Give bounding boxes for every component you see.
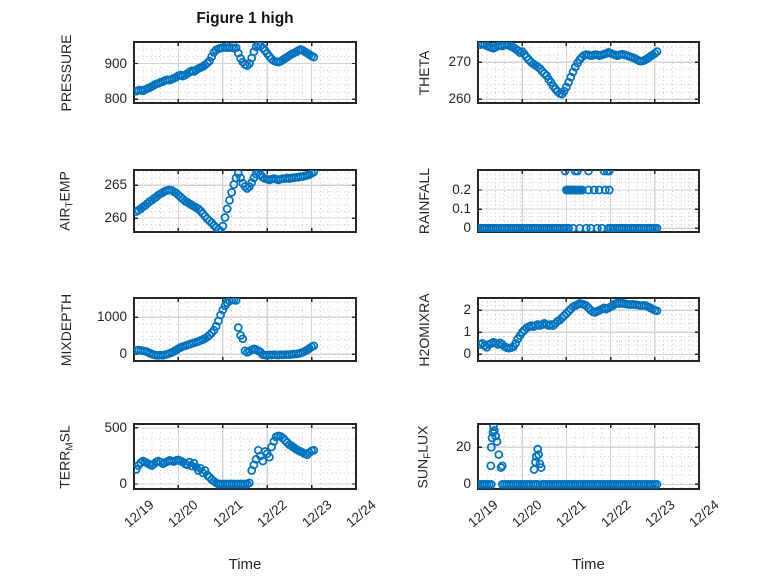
data-markers-pressure bbox=[134, 42, 319, 96]
y-axis-label-part: AIR bbox=[56, 207, 73, 231]
figure-title: Figure 1 high bbox=[196, 10, 294, 27]
y-tick-label-h2omixra: 0 bbox=[463, 346, 471, 362]
y-tick-label-theta: 270 bbox=[448, 54, 471, 70]
y-axis-label-part: EMP bbox=[56, 171, 73, 202]
y-tick-label-h2omixra: 2 bbox=[463, 302, 471, 318]
x-axis-label-right: Time bbox=[572, 556, 605, 573]
plot-box-theta bbox=[477, 41, 700, 104]
subplot-sun_flux bbox=[477, 423, 700, 490]
subplot-theta bbox=[477, 41, 700, 104]
y-axis-label-part: MIXDEPTH bbox=[58, 293, 74, 366]
data-markers-mixdepth bbox=[134, 298, 319, 360]
y-axis-label-terr_msl: TERRMSL bbox=[57, 425, 76, 489]
y-tick-label-terr_msl: 500 bbox=[104, 419, 127, 435]
y-tick-label-mixdepth: 1000 bbox=[96, 309, 127, 325]
y-axis-label-part: T bbox=[64, 201, 76, 208]
y-axis-label-part: PRESSURE bbox=[58, 33, 74, 112]
x-axis-label-left: Time bbox=[228, 556, 262, 573]
plot-box-pressure bbox=[133, 41, 357, 104]
y-tick-label-theta: 260 bbox=[448, 91, 471, 107]
subplot-air_temp bbox=[133, 169, 357, 233]
subplot-rainfall bbox=[477, 169, 700, 233]
y-axis-label-pressure: PRESSURE bbox=[58, 34, 74, 111]
data-markers-rainfall bbox=[478, 170, 662, 232]
y-tick-label-terr_msl: 0 bbox=[119, 475, 127, 491]
y-axis-label-mixdepth: MIXDEPTH bbox=[58, 293, 74, 365]
subplot-mixdepth bbox=[133, 297, 357, 362]
y-tick-label-h2omixra: 1 bbox=[463, 324, 471, 340]
plot-box-h2omixra bbox=[477, 297, 700, 362]
y-tick-label-sun_flux: 20 bbox=[455, 439, 471, 455]
subplot-terr_msl bbox=[133, 423, 357, 490]
y-axis-label-part: TERR bbox=[56, 450, 73, 489]
y-axis-label-air_temp: AIRTEMP bbox=[57, 171, 76, 231]
plot-box-terr_msl bbox=[133, 423, 357, 490]
data-markers-terr_msl bbox=[134, 431, 319, 489]
plot-box-air_temp bbox=[133, 169, 357, 233]
y-axis-label-part: M bbox=[64, 441, 76, 451]
plot-box-mixdepth bbox=[133, 297, 357, 362]
y-tick-label-rainfall: 0 bbox=[463, 220, 471, 236]
y-tick-label-air_temp: 265 bbox=[104, 177, 127, 193]
plot-box-rainfall bbox=[477, 169, 700, 233]
data-markers-h2omixra bbox=[478, 298, 662, 353]
y-tick-label-pressure: 900 bbox=[104, 55, 127, 71]
data-markers-sun_flux bbox=[478, 424, 662, 489]
y-axis-label-part: SL bbox=[56, 424, 73, 442]
subplot-h2omixra bbox=[477, 297, 700, 362]
subplot-pressure bbox=[133, 41, 357, 104]
data-markers-air_temp bbox=[134, 170, 319, 232]
y-tick-label-rainfall: 0.1 bbox=[452, 201, 471, 217]
y-tick-label-rainfall: 0.2 bbox=[452, 182, 471, 198]
y-tick-label-sun_flux: 0 bbox=[463, 476, 471, 492]
y-tick-label-pressure: 800 bbox=[104, 91, 127, 107]
y-tick-label-mixdepth: 0 bbox=[119, 346, 127, 362]
y-tick-label-air_temp: 260 bbox=[104, 210, 127, 226]
plot-box-sun_flux bbox=[477, 423, 700, 490]
data-markers-theta bbox=[478, 42, 662, 99]
